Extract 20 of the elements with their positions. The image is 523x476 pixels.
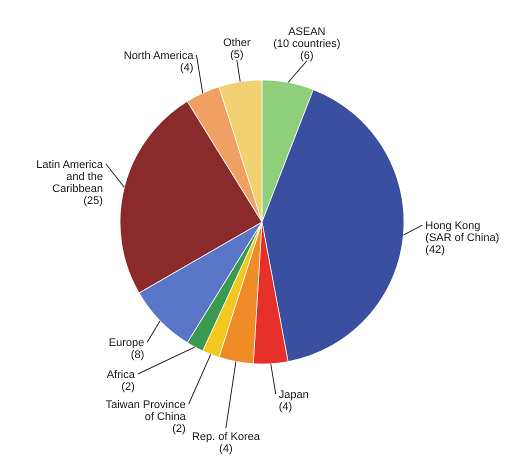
data-label: (8) — [130, 349, 144, 362]
slice-label: Taiwan Province of China — [106, 399, 187, 423]
data-label: (25) — [83, 195, 103, 207]
slice-label: Latin America and the Caribbean — [36, 159, 104, 195]
slice-label: Europe — [108, 337, 144, 350]
data-label: (2) — [172, 423, 186, 435]
slice-label: Rep. of Korea — [192, 431, 261, 443]
data-label: (2) — [121, 381, 135, 393]
slice-label: North America — [124, 50, 194, 62]
data-label: (6) — [300, 50, 314, 62]
data-label: (4) — [219, 443, 233, 455]
slice-label: Hong Kong (SAR of China) — [425, 220, 500, 244]
slice-label: Other — [223, 36, 251, 49]
data-label: (4) — [180, 62, 194, 74]
data-label: (4) — [278, 401, 292, 413]
slice-label: Africa — [106, 369, 136, 381]
data-label: (5) — [230, 48, 244, 61]
slice-label: Japan — [278, 389, 309, 401]
slice-label: ASEAN (10 countries) — [273, 26, 340, 50]
data-label: (42) — [425, 244, 445, 256]
